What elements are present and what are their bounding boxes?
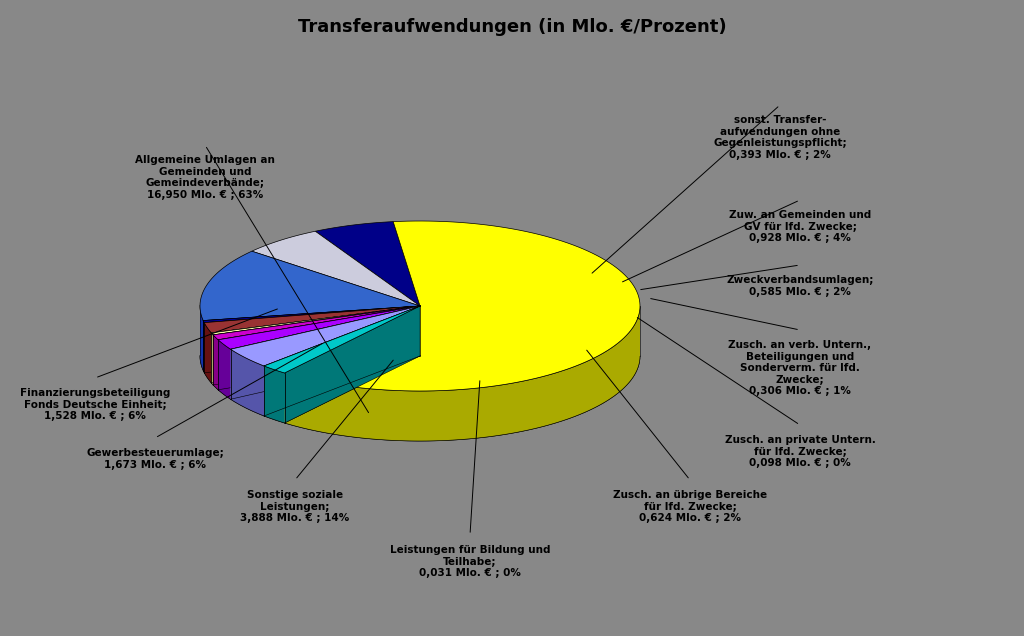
Polygon shape: [213, 335, 218, 390]
Polygon shape: [264, 306, 420, 373]
Polygon shape: [285, 306, 420, 423]
Text: Zweckverbandsumlagen;
0,585 Mlo. € ; 2%: Zweckverbandsumlagen; 0,585 Mlo. € ; 2%: [726, 275, 873, 296]
Polygon shape: [252, 232, 420, 306]
Polygon shape: [230, 306, 420, 399]
Polygon shape: [204, 306, 420, 373]
Polygon shape: [315, 221, 420, 306]
Polygon shape: [230, 349, 264, 416]
Polygon shape: [203, 306, 420, 371]
Text: sonst. Transfer-
aufwendungen ohne
Gegenleistungspflicht;
0,393 Mlo. € ; 2%: sonst. Transfer- aufwendungen ohne Gegen…: [713, 115, 847, 160]
Polygon shape: [285, 307, 640, 441]
Polygon shape: [203, 306, 420, 322]
Polygon shape: [213, 306, 420, 340]
Polygon shape: [211, 306, 420, 383]
Polygon shape: [203, 306, 420, 371]
Text: Allgemeine Umlagen an
Gemeinden und
Gemeindeverbände;
16,950 Mlo. € ; 63%: Allgemeine Umlagen an Gemeinden und Geme…: [135, 155, 274, 200]
Text: Gewerbesteuerumlage;
1,673 Mlo. € ; 6%: Gewerbesteuerumlage; 1,673 Mlo. € ; 6%: [86, 448, 224, 469]
Polygon shape: [204, 322, 211, 383]
Polygon shape: [285, 221, 640, 391]
Text: Zuw. an Gemeinden und
GV für lfd. Zwecke;
0,928 Mlo. € ; 4%: Zuw. an Gemeinden und GV für lfd. Zwecke…: [729, 210, 871, 243]
Polygon shape: [285, 306, 420, 423]
Polygon shape: [211, 306, 420, 335]
Polygon shape: [213, 306, 420, 385]
Polygon shape: [200, 251, 420, 321]
Polygon shape: [264, 366, 285, 423]
Polygon shape: [211, 306, 420, 383]
Text: Transferaufwendungen (in Mlo. €/Prozent): Transferaufwendungen (in Mlo. €/Prozent): [298, 18, 726, 36]
Polygon shape: [230, 306, 420, 366]
Polygon shape: [264, 306, 420, 416]
Text: Zusch. an übrige Bereiche
für lfd. Zwecke;
0,624 Mlo. € ; 2%: Zusch. an übrige Bereiche für lfd. Zweck…: [613, 490, 767, 523]
Polygon shape: [200, 305, 203, 371]
Polygon shape: [230, 306, 420, 399]
Text: Zusch. an verb. Untern.,
Beteiligungen und
Sonderverm. für lfd.
Zwecke;
0,306 Ml: Zusch. an verb. Untern., Beteiligungen u…: [728, 340, 871, 396]
Polygon shape: [218, 306, 420, 390]
Text: Finanzierungsbeteiligung
Fonds Deutsche Einheit;
1,528 Mlo. € ; 6%: Finanzierungsbeteiligung Fonds Deutsche …: [19, 388, 170, 421]
Polygon shape: [211, 333, 213, 385]
Polygon shape: [218, 306, 420, 349]
Polygon shape: [264, 306, 420, 416]
Polygon shape: [218, 306, 420, 390]
Polygon shape: [218, 340, 230, 399]
Polygon shape: [213, 306, 420, 385]
Text: Sonstige soziale
Leistungen;
3,888 Mlo. € ; 14%: Sonstige soziale Leistungen; 3,888 Mlo. …: [241, 490, 349, 523]
Text: Zusch. an private Untern.
für lfd. Zwecke;
0,098 Mlo. € ; 0%: Zusch. an private Untern. für lfd. Zweck…: [725, 435, 876, 468]
Polygon shape: [204, 306, 420, 333]
Polygon shape: [204, 306, 420, 373]
Text: Leistungen für Bildung und
Teilhabe;
0,031 Mlo. € ; 0%: Leistungen für Bildung und Teilhabe; 0,0…: [390, 545, 550, 578]
